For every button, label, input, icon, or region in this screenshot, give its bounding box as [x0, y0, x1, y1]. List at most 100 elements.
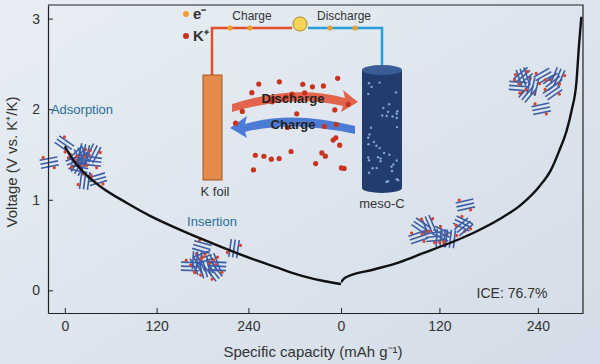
graphene-layer	[196, 252, 197, 270]
graphite-stack	[511, 65, 535, 88]
k-ion	[277, 79, 282, 84]
k-ion	[468, 227, 473, 232]
k-ion	[332, 107, 337, 112]
meso-c-top	[362, 65, 402, 75]
graphene-layer	[457, 203, 475, 207]
graphene-layer	[426, 240, 444, 242]
graphene-layer	[546, 76, 560, 87]
pore	[387, 111, 389, 113]
x-axis: 0 120 240	[49, 308, 342, 334]
pore	[367, 143, 369, 145]
arrow-charge-label: Charge	[271, 117, 316, 132]
y-tick-label: 2	[32, 101, 40, 117]
electron-label: e⁻	[193, 5, 206, 22]
pore	[379, 157, 381, 159]
meso-c-body	[362, 70, 402, 188]
pore	[377, 156, 379, 158]
k-ion	[69, 165, 73, 169]
graphene-layer	[237, 240, 240, 258]
graphite-stack	[513, 66, 533, 88]
graphene-layer	[59, 136, 74, 146]
k-ion	[294, 111, 299, 116]
k-ion	[339, 165, 344, 170]
k-ion	[88, 149, 92, 153]
graphite-stack	[452, 215, 476, 238]
k-ion	[422, 239, 426, 243]
insertion-label: Insertion	[187, 214, 237, 229]
pore	[396, 113, 398, 115]
pore	[375, 145, 377, 147]
x-axis: 0120240	[338, 308, 584, 334]
electron	[247, 25, 252, 30]
y-tick-label: 1	[32, 192, 40, 208]
graphene-layer	[426, 236, 444, 238]
k-ion	[240, 109, 245, 114]
k-ion	[543, 87, 547, 91]
graphite-stack	[523, 76, 542, 97]
x-tick: 0	[338, 308, 346, 334]
pore	[370, 86, 372, 88]
k-ion	[185, 259, 188, 262]
k-ion	[225, 251, 229, 255]
k-ion	[62, 135, 66, 139]
graphene-layer	[516, 70, 522, 87]
graphene-layer	[208, 265, 226, 268]
x-tick-label: 240	[527, 318, 551, 334]
graphene-layer	[40, 161, 58, 164]
wire-charge	[212, 28, 292, 75]
electron	[227, 25, 232, 30]
k-ion	[210, 277, 214, 281]
k-ion	[95, 166, 99, 170]
x-tick-label: 240	[237, 318, 261, 334]
k-ion	[438, 240, 441, 243]
k-ion	[98, 150, 102, 154]
k-ion	[538, 82, 542, 86]
ion-key	[183, 33, 189, 39]
graphene-layer	[543, 73, 557, 84]
k-ion	[101, 182, 105, 186]
graphite-stack	[187, 254, 209, 277]
k-ion	[517, 91, 522, 96]
graphene-layer	[531, 77, 535, 95]
pore	[371, 167, 373, 169]
pore	[385, 115, 387, 117]
cathode-label: meso-C	[359, 196, 405, 211]
voltage-curve	[65, 146, 341, 284]
x-tick-mark	[439, 308, 440, 313]
pore	[391, 170, 393, 172]
k-ion	[313, 161, 318, 166]
k-ion	[52, 166, 56, 170]
electron	[352, 25, 357, 30]
k-ion	[269, 157, 274, 162]
k-ion	[517, 82, 521, 86]
graphene-layer	[457, 207, 475, 211]
pore	[367, 137, 369, 139]
k-ion	[454, 223, 459, 228]
k-ion	[533, 102, 537, 106]
k-ion	[310, 84, 315, 89]
k-ion	[333, 135, 338, 140]
graphene-layer	[509, 85, 527, 86]
wire-discharge-label: Discharge	[317, 9, 371, 23]
k-ion	[76, 183, 80, 187]
pore	[381, 114, 383, 116]
k-ion	[215, 255, 219, 259]
pore	[382, 107, 384, 109]
x-tick-label: 120	[145, 318, 169, 334]
graphite-stack	[74, 142, 93, 163]
background	[0, 0, 600, 364]
k-ion	[427, 229, 430, 232]
x-tick: 0	[61, 308, 69, 334]
pore	[378, 81, 380, 83]
k-ion	[212, 258, 215, 261]
graphene-layer	[457, 221, 471, 233]
graphene-layer	[233, 240, 236, 258]
k-ion	[251, 167, 256, 172]
pore	[368, 133, 370, 135]
x-tick-label: 0	[338, 318, 346, 334]
k-ion	[335, 76, 340, 81]
plot-frame	[48, 5, 583, 313]
k-ion	[524, 88, 528, 92]
pore	[388, 154, 390, 156]
pore	[392, 163, 394, 165]
